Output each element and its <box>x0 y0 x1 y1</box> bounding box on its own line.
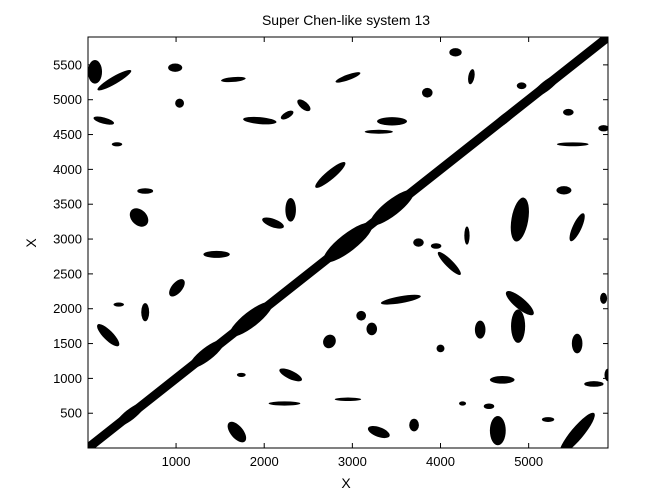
recurrence-blob-54 <box>483 403 495 410</box>
recurrence-blob-21 <box>510 197 529 242</box>
recurrence-blob-47 <box>279 368 302 382</box>
recurrence-blob-38 <box>262 217 284 229</box>
recurrence-blob-27 <box>380 294 421 305</box>
recurrence-blob-31 <box>474 320 486 339</box>
recurrence-blob-6 <box>243 116 277 125</box>
recurrence-blob-59 <box>459 401 467 406</box>
chart-title: Super Chen-like system 13 <box>262 12 430 28</box>
recurrence-blob-39 <box>203 250 230 258</box>
recurrence-blob-50 <box>227 421 247 443</box>
recurrence-blob-29 <box>366 322 378 336</box>
recurrence-blob-30 <box>323 334 336 349</box>
recurrence-blob-23 <box>464 226 470 245</box>
recurrence-blob-41 <box>141 303 150 322</box>
diagonal-node-10 <box>591 37 607 51</box>
x-tick-label: 3000 <box>338 454 367 469</box>
diagonal-node-2 <box>189 339 225 369</box>
x-axis-label: X <box>341 475 351 491</box>
recurrence-blob-56 <box>559 412 595 448</box>
diagonal-node-8 <box>491 108 517 130</box>
x-tick-label: 2000 <box>250 454 279 469</box>
y-tick-label: 5500 <box>53 57 82 72</box>
recurrence-blob-51 <box>367 426 390 439</box>
y-tick-label: 4500 <box>53 127 82 142</box>
recurrence-blob-46 <box>236 372 246 378</box>
recurrence-blob-22 <box>569 213 585 242</box>
recurrence-blob-17 <box>563 108 574 116</box>
y-axis: 500 1000 1500 2000 2500 3000 3500 4000 4500 5000 5… <box>53 57 608 421</box>
recurrence-blob-19 <box>556 142 589 147</box>
recurrence-blob-11 <box>364 129 393 134</box>
recurrence-blob-58 <box>541 417 555 422</box>
recurrence-blob-35 <box>571 333 583 354</box>
recurrence-blob-37 <box>285 197 296 222</box>
recurrence-blob-32 <box>436 344 445 353</box>
y-tick-label: 3500 <box>53 197 82 212</box>
recurrence-blob-7 <box>297 99 311 112</box>
diagonal-node-0 <box>88 443 94 448</box>
recurrence-blob-57 <box>584 381 604 387</box>
diagonal-node-1 <box>115 402 146 427</box>
recurrence-blob-52 <box>409 418 419 432</box>
recurrence-blob-26 <box>430 243 442 249</box>
diagonal-node-7 <box>473 128 492 144</box>
recurrence-blob-25 <box>437 251 461 275</box>
recurrence-blob-45 <box>97 324 120 347</box>
recurrence-blob-0 <box>97 69 132 91</box>
recurrence-blob-5 <box>221 76 246 83</box>
recurrence-blob-2 <box>93 116 115 125</box>
recurrence-blob-36 <box>600 292 608 304</box>
recurrence-blob-43 <box>137 188 154 194</box>
y-tick-label: 2500 <box>53 266 82 281</box>
recurrence-blob-1 <box>88 59 103 84</box>
y-tick-label: 1000 <box>53 371 82 386</box>
recurrence-regions <box>88 48 608 448</box>
recurrence-blob-42 <box>129 208 149 227</box>
y-tick-label: 3000 <box>53 232 82 247</box>
y-tick-label: 4000 <box>53 162 82 177</box>
recurrence-blob-12 <box>315 162 346 188</box>
recurrence-blob-10 <box>377 117 408 126</box>
diagonal-node-4 <box>323 222 373 263</box>
x-tick-label: 5000 <box>514 454 543 469</box>
diagonal-node-6 <box>447 147 469 164</box>
recurrence-blob-18 <box>598 125 608 132</box>
y-tick-label: 5000 <box>53 92 82 107</box>
plot-area <box>88 37 608 448</box>
recurrence-blob-33 <box>505 291 534 316</box>
recurrence-blob-55 <box>489 416 506 446</box>
recurrence-blob-61 <box>111 142 123 147</box>
main-diagonal-band <box>88 37 608 448</box>
recurrence-blob-24 <box>413 238 424 247</box>
x-tick-label: 1000 <box>162 454 191 469</box>
recurrence-blob-20 <box>556 186 572 195</box>
recurrence-blob-9 <box>335 72 361 83</box>
recurrence-blob-3 <box>168 63 183 72</box>
diagonal-node-3 <box>229 301 273 337</box>
recurrence-blob-16 <box>516 82 527 90</box>
y-tick-label: 2000 <box>53 301 82 316</box>
plot-frame <box>87 36 609 449</box>
recurrence-blob-34 <box>511 309 526 343</box>
recurrence-blob-40 <box>169 279 185 297</box>
y-axis-label: X <box>23 238 39 248</box>
recurrence-blob-28 <box>356 310 367 321</box>
diagonal-node-9 <box>532 74 561 98</box>
recurrence-blob-14 <box>468 69 475 85</box>
recurrence-blob-49 <box>268 401 301 406</box>
y-tick-label: 500 <box>60 406 82 421</box>
x-axis: 1000 2000 3000 4000 5000 <box>162 37 543 469</box>
recurrence-blob-4 <box>175 98 184 108</box>
y-tick-label: 1500 <box>53 336 82 351</box>
recurrence-blob-44 <box>113 302 125 307</box>
recurrence-blob-15 <box>422 87 433 98</box>
diagonal-node-5 <box>370 189 414 226</box>
recurrence-blob-53 <box>489 375 515 384</box>
recurrence-blob-13 <box>449 48 462 57</box>
recurrence-blob-48 <box>334 397 362 402</box>
recurrence-blob-8 <box>280 110 294 120</box>
x-tick-label: 4000 <box>426 454 455 469</box>
